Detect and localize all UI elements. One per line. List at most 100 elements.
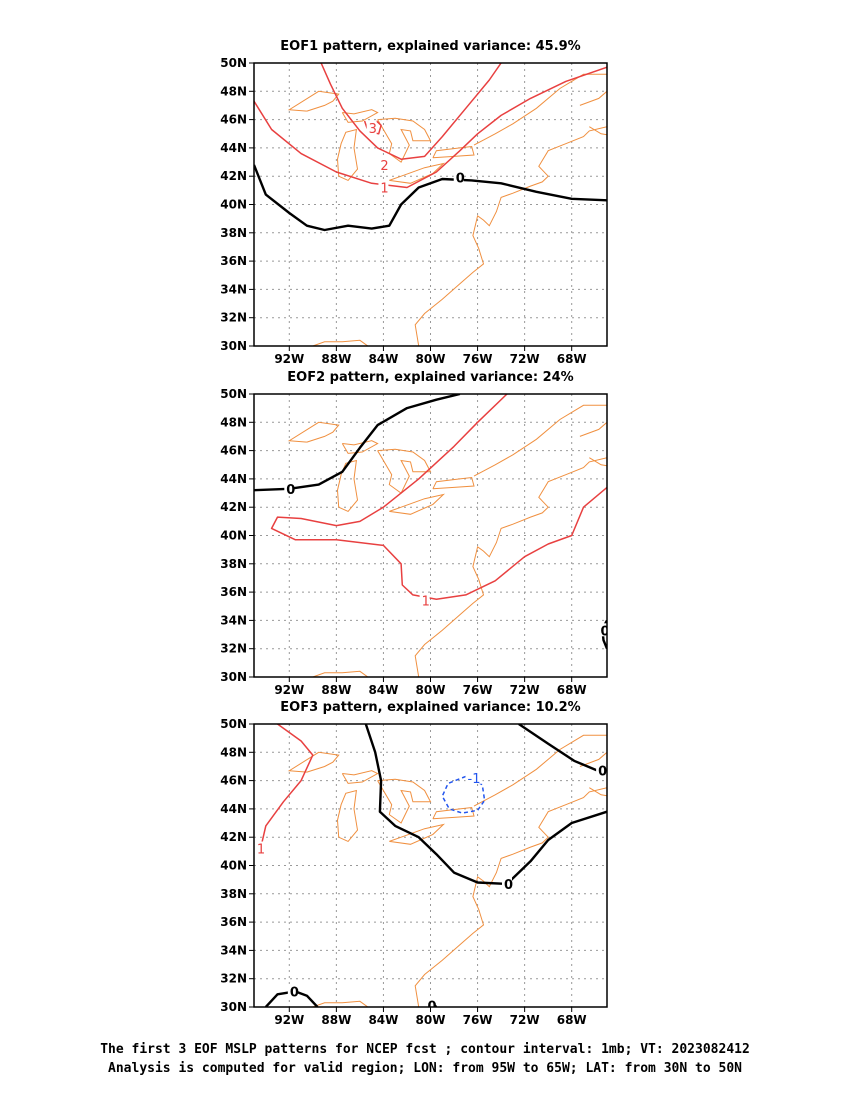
lon-tick-label: 84W bbox=[368, 1013, 398, 1027]
lat-tick-label: 36N bbox=[220, 254, 247, 268]
lon-tick-label: 92W bbox=[274, 683, 304, 697]
contour-label: 0 bbox=[504, 878, 513, 893]
coastline bbox=[414, 787, 607, 1007]
contour-label-bg bbox=[287, 984, 298, 998]
coastline bbox=[414, 126, 607, 346]
lat-tick-label: 40N bbox=[220, 859, 247, 873]
contour-line bbox=[254, 394, 461, 492]
lon-tick-label: 68W bbox=[557, 683, 587, 697]
lat-tick-label: 32N bbox=[220, 311, 247, 325]
lon-tick-label: 84W bbox=[368, 683, 398, 697]
lat-tick-label: 44N bbox=[220, 141, 247, 155]
contour-label: -1 bbox=[468, 772, 481, 787]
map-title: EOF2 pattern, explained variance: 24% bbox=[287, 370, 573, 385]
caption-line-2: Analysis is computed for valid region; L… bbox=[108, 1061, 742, 1076]
lat-tick-label: 36N bbox=[220, 915, 247, 929]
map-panel-2: EOF2 pattern, explained variance: 24%010… bbox=[220, 370, 609, 697]
contour-label: 0 bbox=[600, 624, 609, 639]
coastline bbox=[579, 90, 607, 106]
map-content: 1 0 0 -1 0 0 bbox=[254, 724, 607, 1015]
coastline bbox=[432, 806, 475, 820]
map-content: 0 1 0 bbox=[254, 394, 609, 677]
contour-label: 1 bbox=[380, 182, 388, 197]
coastline bbox=[473, 73, 607, 146]
contour-label-bg bbox=[598, 623, 607, 637]
contour-label-bg bbox=[378, 157, 389, 171]
map-title: EOF1 pattern, explained variance: 45.9% bbox=[280, 39, 580, 54]
lon-tick-label: 80W bbox=[416, 352, 446, 366]
lat-tick-label: 50N bbox=[220, 717, 247, 731]
lon-tick-label: 80W bbox=[416, 1013, 446, 1027]
contour-label: 2 bbox=[380, 159, 388, 174]
coastline bbox=[287, 421, 340, 443]
lat-tick-label: 48N bbox=[220, 745, 247, 759]
contour-line bbox=[320, 63, 502, 160]
lat-tick-label: 36N bbox=[220, 585, 247, 599]
contour-label: 0 bbox=[290, 985, 299, 1000]
lon-tick-label: 72W bbox=[510, 352, 540, 366]
coastline bbox=[473, 404, 607, 477]
lat-tick-label: 32N bbox=[220, 972, 247, 986]
coastline bbox=[287, 90, 340, 112]
contour-label: 0 bbox=[598, 765, 607, 780]
coastline bbox=[377, 117, 432, 163]
contour-label: 1 bbox=[422, 595, 430, 610]
lat-tick-label: 46N bbox=[220, 113, 247, 127]
lon-tick-label: 88W bbox=[321, 352, 351, 366]
lat-tick-label: 48N bbox=[220, 84, 247, 98]
coastline bbox=[389, 823, 446, 845]
lon-tick-label: 72W bbox=[510, 683, 540, 697]
lat-tick-label: 34N bbox=[220, 282, 247, 296]
lat-tick-label: 42N bbox=[220, 500, 247, 514]
contour-label-bg bbox=[453, 170, 464, 184]
lon-tick-label: 72W bbox=[510, 1013, 540, 1027]
eof-maps: EOF1 pattern, explained variance: 45.9% 3… bbox=[220, 39, 609, 1027]
coastline bbox=[377, 448, 432, 494]
lon-tick-label: 92W bbox=[274, 352, 304, 366]
lon-tick-label: 76W bbox=[463, 683, 493, 697]
contour-label: 0 bbox=[286, 483, 295, 498]
coastline bbox=[312, 1000, 369, 1007]
lat-tick-label: 42N bbox=[220, 830, 247, 844]
contour-label-bg bbox=[284, 481, 295, 495]
coastline bbox=[336, 459, 359, 513]
lat-tick-label: 48N bbox=[220, 415, 247, 429]
coastline bbox=[336, 789, 359, 843]
caption-line-1: The first 3 EOF MSLP patterns for NCEP f… bbox=[100, 1042, 750, 1057]
coastline bbox=[579, 751, 607, 767]
lon-tick-label: 84W bbox=[368, 352, 398, 366]
lat-tick-label: 40N bbox=[220, 529, 247, 543]
contour-label: 0 bbox=[428, 1000, 437, 1015]
coastline bbox=[341, 440, 379, 454]
map-title: EOF3 pattern, explained variance: 10.2% bbox=[280, 700, 580, 715]
contour-line bbox=[441, 775, 486, 814]
lat-tick-label: 38N bbox=[220, 226, 247, 240]
lat-tick-label: 50N bbox=[220, 387, 247, 401]
lat-tick-label: 46N bbox=[220, 774, 247, 788]
contour-line bbox=[270, 394, 607, 600]
coastline bbox=[432, 476, 475, 490]
coastline bbox=[579, 421, 607, 437]
lat-tick-label: 38N bbox=[220, 887, 247, 901]
coastline bbox=[341, 770, 379, 784]
coastline bbox=[389, 493, 446, 515]
coastline bbox=[341, 109, 379, 123]
lat-tick-label: 38N bbox=[220, 557, 247, 571]
coastline bbox=[473, 734, 607, 807]
contour-label: 1 bbox=[257, 843, 265, 858]
coastline bbox=[389, 162, 446, 184]
lat-tick-label: 32N bbox=[220, 642, 247, 656]
contour-label-bg bbox=[465, 770, 483, 784]
lat-tick-label: 30N bbox=[220, 670, 247, 684]
lon-tick-label: 68W bbox=[557, 1013, 587, 1027]
map-panel-1: EOF1 pattern, explained variance: 45.9% 3… bbox=[220, 39, 608, 366]
contour-label-bg bbox=[419, 593, 430, 607]
contour-line bbox=[254, 164, 607, 232]
lon-tick-label: 88W bbox=[321, 683, 351, 697]
contour-label: 0 bbox=[456, 172, 465, 187]
lat-tick-label: 40N bbox=[220, 198, 247, 212]
lat-tick-label: 34N bbox=[220, 613, 247, 627]
coastline bbox=[414, 457, 607, 677]
contour-label-bg bbox=[425, 998, 436, 1007]
map-content: 3 2 1 0 bbox=[254, 63, 607, 346]
